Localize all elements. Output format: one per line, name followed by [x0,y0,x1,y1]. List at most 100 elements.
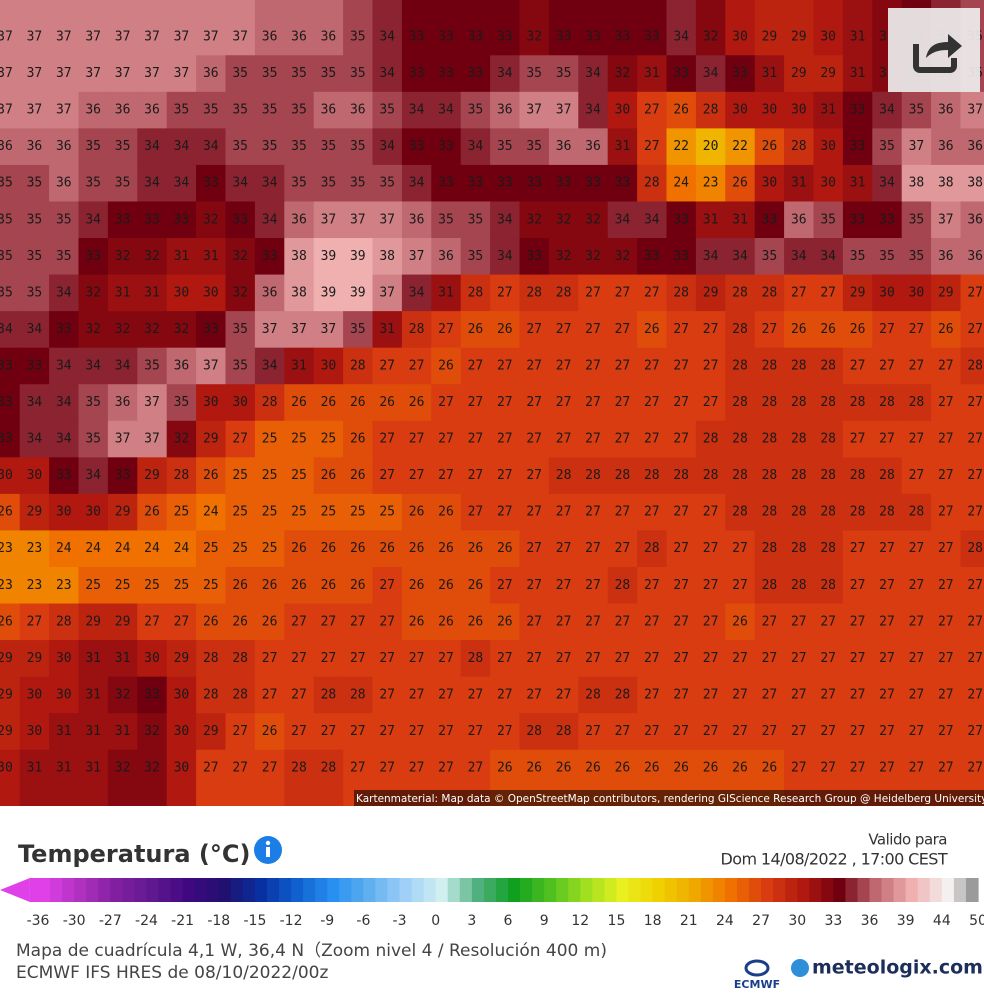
temp-value: 24 [673,176,689,191]
temp-value: 27 [262,651,278,666]
temp-value: 27 [850,432,866,447]
temp-value: 33 [468,30,484,45]
attribution: Kartenmaterial: Map data © OpenStreetMap… [356,793,984,805]
temp-value: 23 [27,541,43,556]
temp-value: 27 [967,285,983,300]
temp-value: 27 [144,614,160,629]
colorbar-segment [665,878,678,902]
temp-value: 27 [850,761,866,776]
share-button[interactable] [888,8,980,92]
temp-value: 27 [644,285,660,300]
temp-value: 35 [850,249,866,264]
colorbar-segment [809,878,822,902]
temp-value: 38 [291,249,307,264]
temp-value: 35 [0,212,13,227]
colorbar-segment [146,878,159,902]
temp-value: 34 [615,212,631,227]
temp-value: 30 [232,395,248,410]
temp-value: 35 [85,395,101,410]
temp-value: 26 [438,358,454,373]
temp-value: 27 [615,651,631,666]
temp-value: 34 [468,139,484,154]
temp-value: 27 [379,432,395,447]
temp-value: 31 [850,66,866,81]
temp-value: 27 [938,358,954,373]
temp-value: 30 [27,724,43,739]
colorbar-tick-label: 44 [933,913,951,929]
temp-cell [167,0,197,56]
temp-value: 34 [56,285,72,300]
temp-cell [137,0,167,56]
temp-value: 31 [791,176,807,191]
temp-value: 27 [379,687,395,702]
colorbar-segment [448,878,461,902]
temp-value: 35 [350,30,366,45]
colorbar-tick-label: 6 [504,913,513,929]
temp-value: 33 [409,66,425,81]
temp-value: 26 [144,505,160,520]
temp-value: 27 [585,614,601,629]
temp-value: 26 [350,541,366,556]
temp-value: 34 [438,103,454,118]
temp-value: 33 [556,30,572,45]
temp-value: 30 [762,176,778,191]
temp-value: 26 [409,578,425,593]
temp-value: 34 [144,139,160,154]
temp-value: 34 [703,249,719,264]
temp-value: 27 [497,687,513,702]
temp-value: 28 [526,724,542,739]
colorbar-segment [629,878,642,902]
temp-value: 28 [615,578,631,593]
temp-value: 35 [262,66,278,81]
temp-cell [578,0,608,56]
temp-value: 30 [820,139,836,154]
temp-value: 27 [938,468,954,483]
temp-value: 27 [497,651,513,666]
temp-value: 27 [526,395,542,410]
temp-value: 27 [27,614,43,629]
temp-value: 30 [820,176,836,191]
temp-value: 27 [526,541,542,556]
temp-value: 35 [350,66,366,81]
colorbar-segment [62,878,75,902]
temp-cell [255,750,285,807]
colorbar-tick-label: 24 [716,913,734,929]
colorbar-segment [845,878,858,902]
temp-value: 25 [291,505,307,520]
temp-value: 25 [174,578,190,593]
temp-value: 26 [409,505,425,520]
temp-value: 32 [144,724,160,739]
temp-value: 26 [497,541,513,556]
temp-value: 36 [85,103,101,118]
temp-value: 38 [379,249,395,264]
temp-value: 29 [850,285,866,300]
temp-value: 37 [27,66,43,81]
temp-value: 27 [732,687,748,702]
temp-value: 28 [791,139,807,154]
temp-value: 36 [262,30,278,45]
temp-value: 31 [56,761,72,776]
temp-value: 29 [27,505,43,520]
temp-value: 26 [468,322,484,337]
temp-value: 28 [820,578,836,593]
temp-value: 27 [644,505,660,520]
info-button[interactable] [254,836,282,864]
temp-value: 27 [438,322,454,337]
temp-value: 35 [379,176,395,191]
footer-model: ECMWF IFS HRES de 08/10/2022/00z [16,963,328,983]
temp-value: 27 [350,651,366,666]
temp-value: 33 [497,30,513,45]
temp-value: 27 [791,724,807,739]
temp-value: 28 [468,285,484,300]
temp-value: 22 [673,139,689,154]
temp-value: 27 [703,724,719,739]
temp-value: 30 [203,285,219,300]
temp-value: 26 [350,432,366,447]
temp-value: 27 [938,651,954,666]
temp-value: 27 [556,578,572,593]
temp-value: 27 [967,761,983,776]
temp-value: 27 [321,651,337,666]
temp-value: 28 [762,578,778,593]
temp-value: 38 [938,176,954,191]
